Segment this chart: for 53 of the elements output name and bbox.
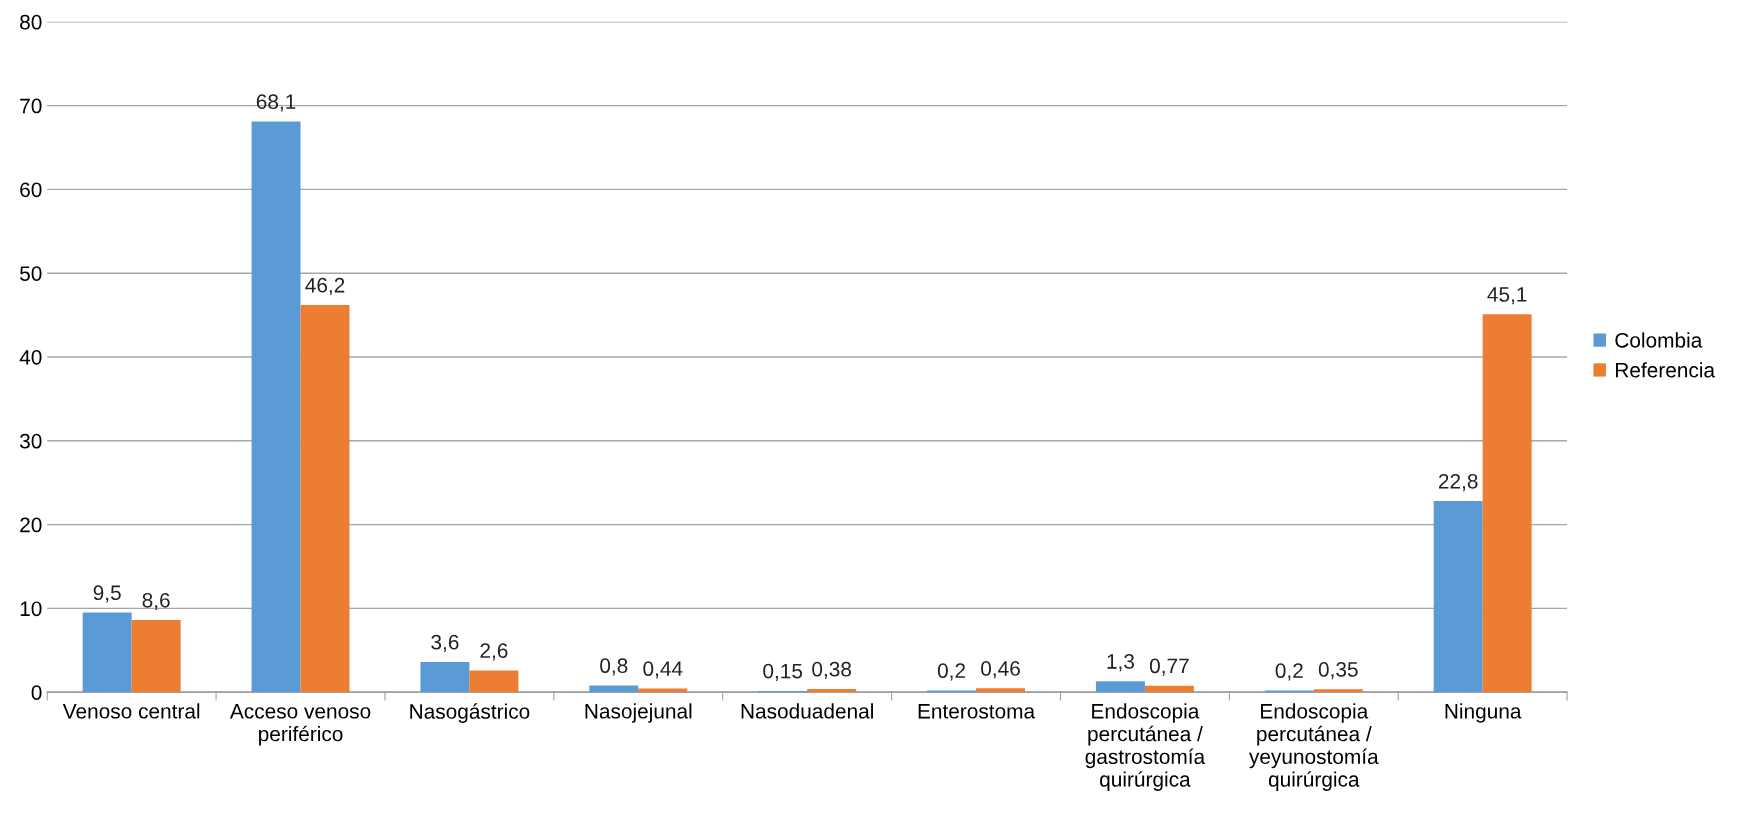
x-tick-label: Endoscopia percutánea / yeyunostomía quirúrgica — [1249, 703, 1379, 791]
data-label: 0,8 — [600, 658, 628, 676]
bar — [976, 688, 1026, 693]
bar — [1482, 314, 1532, 693]
legend-label: Colombia — [1615, 332, 1703, 348]
y-tick-label: 10 — [20, 601, 42, 617]
data-label: 0,35 — [1318, 662, 1358, 680]
data-label: 0,44 — [643, 661, 683, 679]
data-label: 0,77 — [1149, 658, 1189, 676]
bar — [131, 620, 181, 693]
y-tick-label: 30 — [19, 433, 42, 449]
y-tick-label: 60 — [20, 182, 42, 198]
data-label: 0,2 — [1275, 663, 1303, 681]
bar — [638, 688, 688, 693]
bar — [82, 612, 132, 693]
data-label: 0,2 — [937, 663, 965, 681]
data-label: 0,38 — [812, 661, 852, 679]
x-tick-label: Acceso venoso periférico — [229, 704, 371, 746]
bar — [469, 670, 519, 693]
data-label: 3,6 — [431, 634, 459, 653]
bar — [1095, 681, 1145, 693]
bar — [807, 688, 857, 693]
x-tick-label: Ninguna — [1445, 703, 1522, 723]
data-label: 2,6 — [480, 643, 508, 661]
data-label: 22,8 — [1438, 473, 1478, 492]
bar — [420, 662, 470, 693]
y-tick-label: 70 — [20, 98, 42, 114]
bar — [300, 305, 350, 693]
x-tick-label: Nasoduadenal — [741, 703, 873, 719]
legend-label: Referencia — [1616, 362, 1716, 378]
data-label: 46,2 — [305, 277, 345, 296]
data-label: 9,5 — [93, 585, 121, 603]
x-tick-label: Venoso central — [62, 703, 200, 719]
bar — [251, 121, 301, 693]
x-tick-label: Nasogástrico — [410, 703, 530, 723]
y-tick-label: 50 — [20, 266, 42, 281]
y-tick-label: 80 — [20, 14, 42, 30]
bar — [1144, 685, 1194, 693]
data-label: 0,46 — [981, 661, 1020, 679]
bar — [589, 685, 639, 693]
bar — [1433, 501, 1483, 693]
data-label: 68,1 — [256, 94, 296, 112]
data-label: 8,6 — [142, 592, 170, 611]
y-tick-label: 20 — [20, 517, 42, 533]
x-tick-label: Nasojejunal — [585, 703, 692, 723]
x-tick-label: Endoscopia percutánea / gastrostomía quirúrgica — [1085, 703, 1206, 791]
data-label: 1,3 — [1107, 654, 1134, 672]
data-label: 0,15 — [763, 663, 803, 681]
bar — [1313, 689, 1363, 693]
x-tick-label: Enterostoma — [918, 704, 1036, 719]
y-tick-label: 40 — [19, 350, 42, 365]
y-tick-label: 0 — [31, 685, 42, 700]
data-label: 45,1 — [1487, 287, 1527, 305]
